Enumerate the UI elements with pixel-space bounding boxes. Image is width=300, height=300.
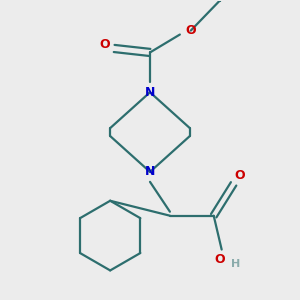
Text: O: O [185,24,196,37]
Text: N: N [145,165,155,178]
Text: O: O [234,169,245,182]
Text: O: O [214,253,225,266]
Text: H: H [231,260,240,269]
Text: O: O [99,38,110,51]
Text: N: N [145,86,155,99]
